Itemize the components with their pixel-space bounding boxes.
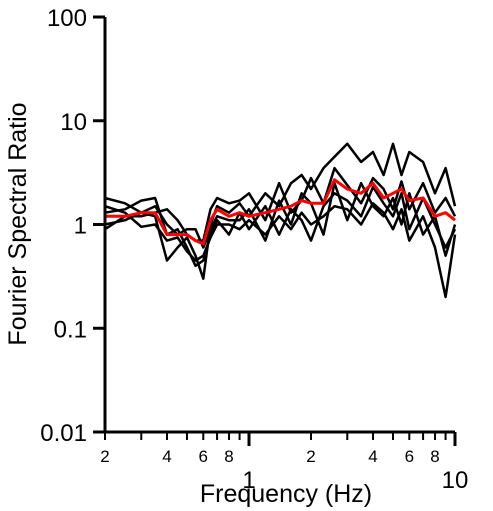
series-layer [104,142,457,299]
x-minor-tick-label: 6 [199,447,208,466]
y-tick-label: 100 [47,5,87,32]
x-major-tick-label: 10 [442,467,469,494]
x-minor-tick-label: 4 [368,447,377,466]
x-minor-tick-label: 6 [405,447,414,466]
average-series-line [105,178,456,246]
x-minor-tick-label: 2 [306,447,315,466]
y-tick-label: 0.1 [54,316,87,343]
x-minor-tick-label: 4 [162,447,171,466]
x-minor-tick-label: 2 [100,447,109,466]
y-tick-label: 1 [74,213,87,240]
y-tick-label: 10 [60,109,87,136]
y-tick-label: 0.01 [40,420,87,447]
x-major-tick-label: 1 [242,467,255,494]
x-minor-tick-label: 8 [430,447,439,466]
y-axis-title: Fourier Spectral Ratio [4,102,32,345]
series-line-5 [104,202,457,299]
x-minor-tick-label: 8 [224,447,233,466]
series-line-4 [104,166,457,242]
x-axis-title: Frequency (Hz) [200,480,372,508]
